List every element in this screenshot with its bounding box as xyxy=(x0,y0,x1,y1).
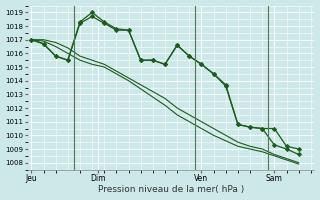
X-axis label: Pression niveau de la mer( hPa ): Pression niveau de la mer( hPa ) xyxy=(98,185,244,194)
